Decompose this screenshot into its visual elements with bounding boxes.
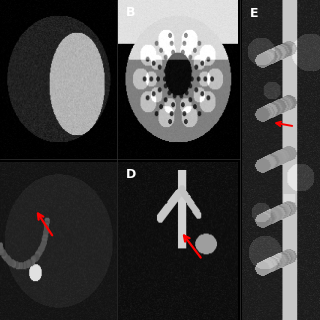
Text: E: E (250, 7, 258, 20)
Text: D: D (126, 168, 136, 181)
Text: B: B (126, 6, 135, 19)
